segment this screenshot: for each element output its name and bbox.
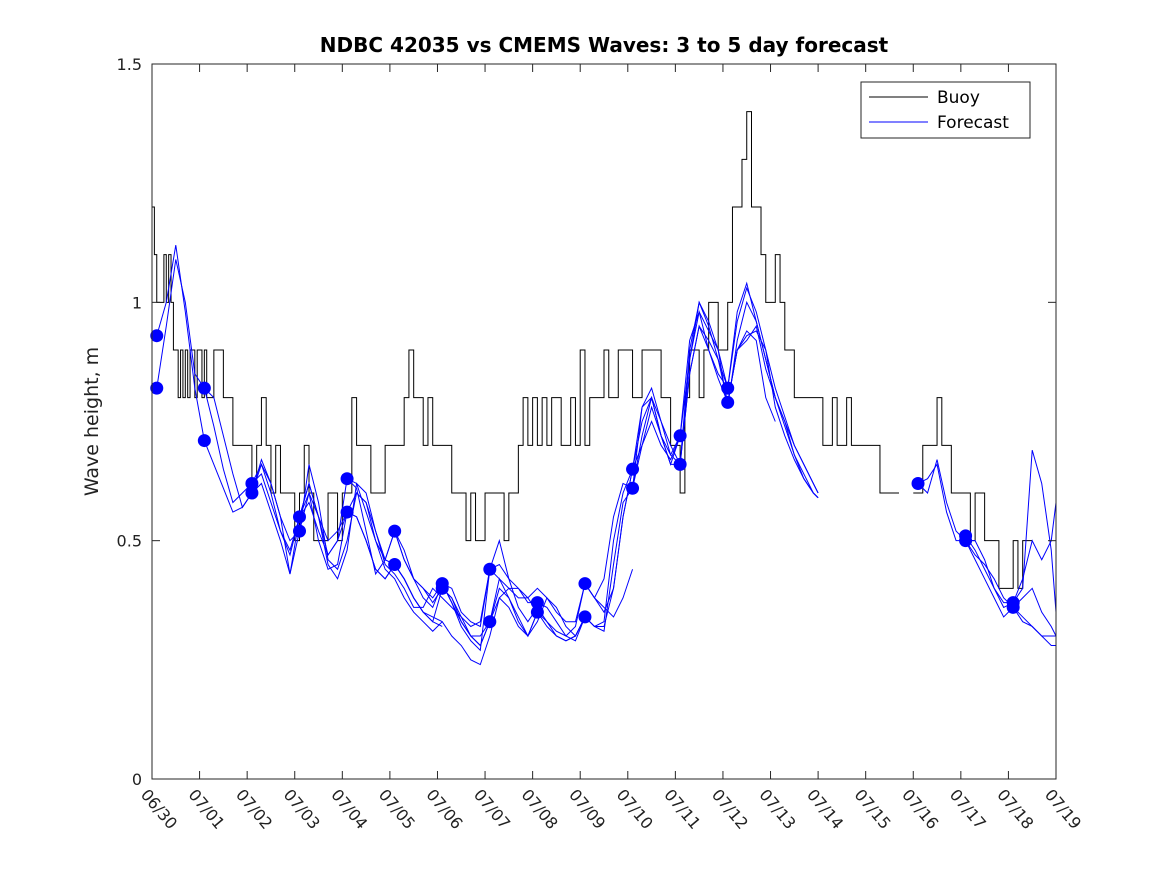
y-tick-label: 0.5 xyxy=(117,532,142,551)
forecast-marker xyxy=(673,457,687,471)
forecast-marker xyxy=(197,381,211,395)
forecast-marker xyxy=(530,596,544,610)
legend-buoy-label: Buoy xyxy=(937,88,980,108)
forecast-marker xyxy=(245,486,259,500)
forecast-marker xyxy=(721,395,735,409)
forecast-marker xyxy=(911,476,925,490)
forecast-marker xyxy=(340,505,354,519)
plot-frame xyxy=(151,63,1057,780)
forecast-marker xyxy=(483,615,497,629)
forecast-line xyxy=(1012,607,1056,637)
forecast-marker xyxy=(673,429,687,443)
forecast-line xyxy=(584,300,819,614)
forecast-marker xyxy=(292,524,306,538)
legend: Buoy Forecast xyxy=(860,81,1031,139)
forecast-marker xyxy=(435,581,449,595)
forecast-line xyxy=(727,324,819,494)
legend-box xyxy=(860,81,1031,139)
forecast-marker xyxy=(959,534,973,548)
y-axis-label: Wave height, m xyxy=(81,347,103,496)
forecast-marker xyxy=(721,381,735,395)
forecast-marker xyxy=(578,577,592,591)
plot-area xyxy=(150,111,1056,666)
y-axis: 0 0.5 1 1.5 xyxy=(117,55,1056,789)
chart-title: NDBC 42035 vs CMEMS Waves: 3 to 5 day fo… xyxy=(320,33,889,57)
y-tick-label: 0 xyxy=(132,770,142,789)
forecast-marker xyxy=(292,510,306,524)
forecast-marker xyxy=(197,434,211,448)
legend-forecast-label: Forecast xyxy=(937,113,1009,133)
forecast-marker xyxy=(578,610,592,624)
forecast-marker xyxy=(1006,600,1020,614)
forecast-marker xyxy=(340,472,354,486)
forecast-marker xyxy=(150,329,164,343)
forecast-line xyxy=(917,463,1056,604)
forecast-marker xyxy=(530,605,544,619)
buoy-line xyxy=(152,111,899,542)
forecast-marker xyxy=(388,524,402,538)
forecast-marker xyxy=(626,481,640,495)
y-tick-label: 1.5 xyxy=(117,55,142,74)
y-tick-label: 1 xyxy=(132,293,142,312)
forecast-marker xyxy=(626,462,640,476)
forecast-marker xyxy=(150,381,164,395)
forecast-markers xyxy=(150,329,1020,629)
forecast-marker xyxy=(483,562,497,576)
forecast-marker xyxy=(245,476,259,490)
forecast-marker xyxy=(388,558,402,571)
